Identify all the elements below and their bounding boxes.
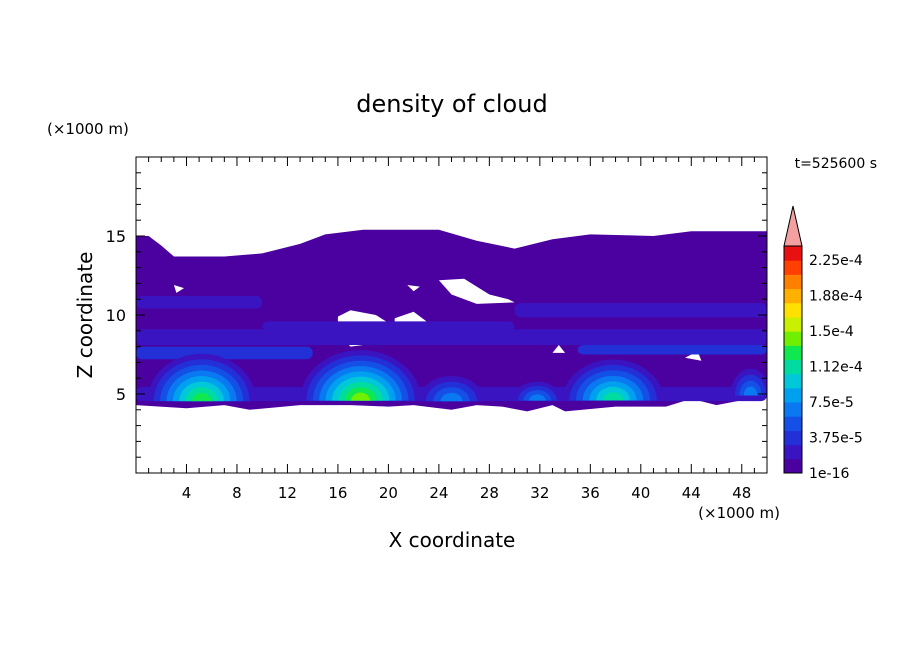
colorbar-level-label: 3.75e-5 bbox=[809, 431, 863, 447]
x-axis-label: X coordinate bbox=[389, 528, 516, 552]
cloud-streak bbox=[136, 296, 263, 309]
colorbar-swatch bbox=[784, 430, 802, 446]
x-tick-label: 20 bbox=[379, 484, 398, 502]
colorbar-swatch bbox=[784, 345, 802, 360]
cloud-core-contour bbox=[192, 392, 212, 402]
cloud-core-contour bbox=[743, 386, 758, 396]
colorbar-level-label: 1.5e-4 bbox=[809, 324, 854, 340]
cloud-streak bbox=[136, 346, 313, 360]
cloud-streak bbox=[262, 321, 515, 331]
colorbar-swatch bbox=[784, 387, 802, 403]
y-tick-label: 5 bbox=[116, 385, 126, 404]
cloud-streak bbox=[577, 345, 767, 355]
x-tick-label: 24 bbox=[429, 484, 448, 502]
colorbar-swatch bbox=[784, 331, 802, 346]
colorbar-level-label: 1.88e-4 bbox=[809, 289, 863, 305]
cloud-core-contour bbox=[440, 392, 463, 402]
cloud-core-contour bbox=[602, 392, 624, 401]
colorbar-level-label: 2.25e-4 bbox=[809, 253, 863, 269]
cloud-streak bbox=[136, 329, 767, 346]
y-unit-label: (×1000 m) bbox=[47, 120, 129, 138]
colorbar-swatch bbox=[784, 373, 802, 389]
x-tick-label: 32 bbox=[530, 484, 549, 502]
time-label: t=525600 s bbox=[795, 156, 877, 172]
colorbar-level-label: 7.5e-5 bbox=[809, 395, 854, 411]
colorbar-extend-arrow bbox=[783, 205, 803, 247]
colorbar-swatch bbox=[784, 359, 802, 375]
x-tick-label: 48 bbox=[732, 484, 751, 502]
clear-air-gap bbox=[173, 285, 184, 293]
x-tick-label: 44 bbox=[682, 484, 701, 502]
colorbar-swatch bbox=[784, 458, 802, 474]
clear-air-gap bbox=[552, 345, 566, 353]
colorbar-swatch bbox=[784, 274, 802, 290]
clear-air-gap bbox=[407, 285, 420, 292]
x-tick-label: 12 bbox=[278, 484, 297, 502]
colorbar-swatch bbox=[784, 402, 802, 417]
clear-air-gap bbox=[438, 278, 515, 304]
y-axis-label: Z coordinate bbox=[73, 252, 97, 379]
x-tick-label: 40 bbox=[631, 484, 650, 502]
x-tick-label: 4 bbox=[182, 484, 192, 502]
cloud-core-contour bbox=[528, 394, 546, 401]
x-tick-label: 16 bbox=[328, 484, 347, 502]
colorbar-swatch bbox=[784, 260, 802, 275]
colorbar-swatch bbox=[784, 444, 802, 460]
cloud-streak bbox=[514, 303, 767, 318]
x-tick-label: 8 bbox=[232, 484, 242, 502]
chart-title: density of cloud bbox=[356, 90, 547, 118]
x-tick-label: 36 bbox=[581, 484, 600, 502]
cloud-core-contour bbox=[351, 392, 371, 401]
colorbar-swatch bbox=[784, 246, 802, 261]
colorbar-swatch bbox=[784, 288, 802, 304]
colorbar-level-label: 1.12e-4 bbox=[809, 360, 863, 376]
y-tick-label: 10 bbox=[106, 306, 126, 325]
x-unit-label: (×1000 m) bbox=[698, 504, 780, 522]
colorbar-frame bbox=[783, 245, 803, 474]
colorbar-swatch bbox=[784, 416, 802, 431]
colorbar-level-label: 1e-16 bbox=[809, 466, 849, 482]
colorbar-swatch bbox=[784, 316, 802, 332]
contour-field bbox=[136, 229, 767, 412]
y-tick-label: 15 bbox=[106, 227, 126, 246]
colorbar: 1e-16 3.75e-5 7.5e-5 1.12e-4 1.5e-4 1.88e-4 2.… bbox=[783, 205, 863, 482]
colorbar-swatch bbox=[784, 302, 802, 318]
x-tick-label: 28 bbox=[480, 484, 499, 502]
